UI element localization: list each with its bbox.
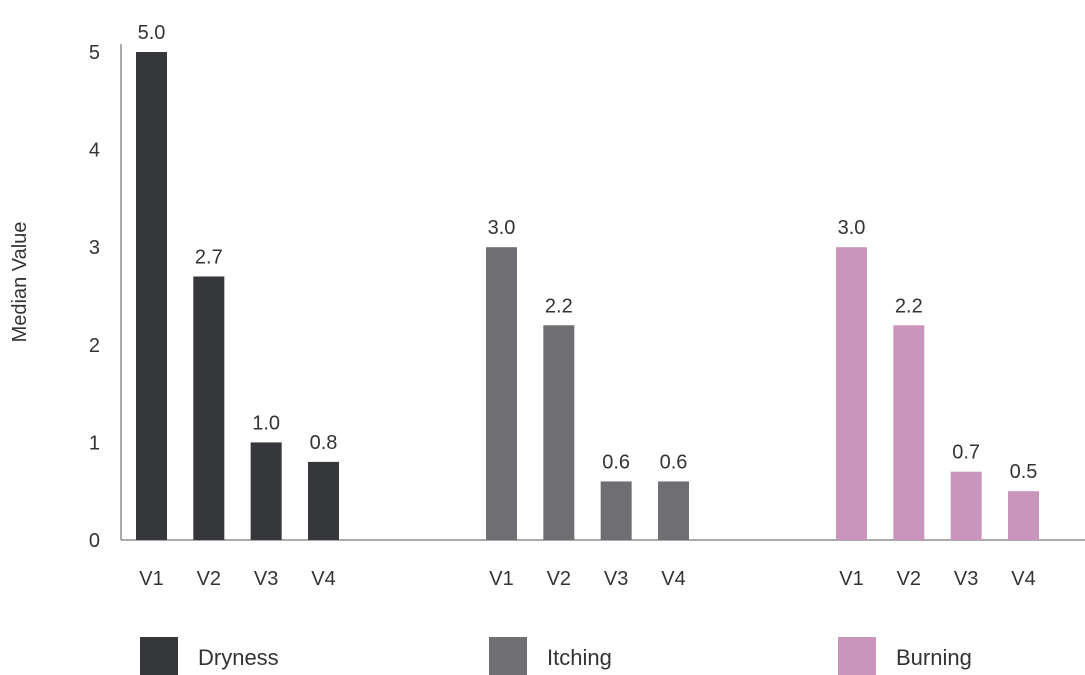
data-label: 1.0: [252, 412, 280, 434]
x-tick-label: V2: [547, 568, 571, 590]
data-label: 0.5: [1010, 461, 1038, 483]
data-label: 2.2: [545, 295, 573, 317]
bar: [307, 461, 339, 540]
legend-label: Dryness: [198, 645, 279, 670]
bar: [543, 325, 575, 540]
bars: 5.0 V1 2.7 V2 1.0 V3 0.8 V4 3.0 V1 2.2 V2 0.6 V3 0.6 V4…: [136, 22, 1039, 590]
bar: [657, 481, 689, 540]
legend-item-burning: Burning: [838, 637, 972, 675]
x-tick-label: V2: [897, 568, 921, 590]
bar: [893, 325, 925, 540]
y-axis-label: Median Value: [9, 222, 31, 343]
legend-label: Itching: [547, 645, 612, 670]
legend-swatch: [489, 637, 527, 675]
data-label: 0.6: [602, 451, 630, 473]
bar: [136, 52, 167, 540]
data-label: 3.0: [488, 217, 516, 239]
bar: [600, 481, 632, 540]
x-tick-label: V2: [197, 568, 221, 590]
data-label: 3.0: [838, 217, 866, 239]
data-label: 0.7: [952, 442, 980, 464]
bar-group-dryness: 5.0 V1 2.7 V2 1.0 V3 0.8 V4: [136, 22, 339, 590]
bar-group-burning: 3.0 V1 2.2 V2 0.7 V3 0.5 V4: [836, 217, 1039, 590]
bar: [836, 247, 867, 540]
x-tick-label: V4: [1011, 568, 1035, 590]
data-label: 5.0: [138, 22, 166, 44]
bar: [193, 276, 225, 540]
y-tick-label: 2: [89, 335, 100, 357]
legend-item-dryness: Dryness: [140, 637, 279, 675]
y-tick-label: 4: [89, 140, 100, 162]
axes: 0 1 2 3 4 5: [89, 42, 1085, 552]
x-tick-label: V1: [839, 568, 863, 590]
y-tick-label: 5: [89, 42, 100, 64]
legend-swatch: [140, 637, 178, 675]
bar-group-itching: 3.0 V1 2.2 V2 0.6 V3 0.6 V4: [486, 217, 689, 590]
data-label: 2.2: [895, 295, 923, 317]
x-tick-label: V4: [311, 568, 335, 590]
bar: [250, 442, 282, 540]
x-tick-label: V3: [954, 568, 978, 590]
x-tick-label: V1: [139, 568, 163, 590]
data-label: 2.7: [195, 246, 223, 268]
legend-swatch: [838, 637, 876, 675]
x-tick-label: V1: [489, 568, 513, 590]
data-label: 0.8: [310, 432, 338, 454]
x-tick-label: V4: [661, 568, 685, 590]
data-label: 0.6: [660, 451, 688, 473]
bar: [1007, 491, 1039, 540]
x-tick-label: V3: [254, 568, 278, 590]
legend-item-itching: Itching: [489, 637, 612, 675]
legend-label: Burning: [896, 645, 972, 670]
y-tick-label: 0: [89, 530, 100, 552]
bar: [950, 471, 982, 540]
legend: Dryness Itching Burning: [140, 637, 972, 675]
y-tick-label: 1: [89, 432, 100, 454]
x-tick-label: V3: [604, 568, 628, 590]
bar: [486, 247, 517, 540]
y-tick-label: 3: [89, 237, 100, 259]
